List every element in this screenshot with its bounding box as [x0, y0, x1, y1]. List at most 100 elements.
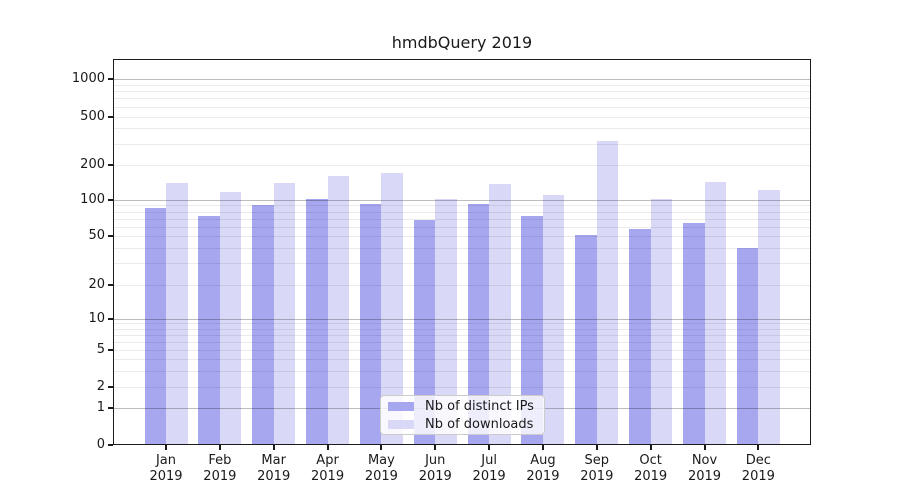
minor-gridline-5 [113, 350, 811, 351]
y-tick-label-5: 5 [96, 342, 105, 357]
x-label-month: Sep [584, 453, 610, 468]
x-tick-feb [218, 445, 221, 450]
x-label-year: 2019 [687, 469, 722, 484]
bar-downloads-mar [273, 183, 296, 445]
y-tick-label-10: 10 [88, 310, 105, 326]
bar-downloads-dec [758, 190, 780, 445]
x-tick-label-jan: Jan 2019 [139, 453, 193, 485]
bar-downloads-oct [650, 199, 673, 445]
legend-label: Nb of distinct IPs [425, 398, 534, 414]
x-tick-label-apr: Apr 2019 [301, 453, 355, 485]
bar-distinct-ips-aug [521, 216, 543, 445]
y-tick-10 [108, 317, 113, 320]
minor-gridline-30 [113, 263, 811, 265]
minor-gridline-20 [113, 285, 811, 286]
x-label-year: 2019 [580, 469, 614, 484]
x-tick-label-nov: Nov 2019 [678, 453, 732, 485]
x-label-month: Jul [481, 453, 497, 468]
minor-gridline-800 [113, 91, 811, 93]
x-tick-label-feb: Feb 2019 [193, 453, 247, 485]
x-tick-label-mar: Mar 2019 [247, 453, 301, 485]
x-label-year: 2019 [257, 469, 291, 484]
major-gridline-100 [113, 200, 811, 201]
bar-distinct-ips-jul [467, 203, 490, 445]
x-tick-jan [165, 445, 167, 450]
bar-downloads-apr [327, 176, 350, 445]
bar-distinct-ips-jan [144, 208, 166, 445]
bar-downloads-nov [704, 182, 726, 445]
x-tick-oct [649, 445, 652, 450]
bar-distinct-ips-oct [629, 229, 651, 445]
minor-gridline-300 [113, 143, 811, 145]
x-label-year: 2019 [526, 469, 560, 484]
x-tick-mar [272, 445, 275, 450]
x-label-year: 2019 [418, 469, 452, 484]
y-tick-2 [108, 386, 113, 388]
legend-item-distinct-ips: Nb of distinct IPs [387, 399, 538, 414]
x-label-month: May [367, 453, 395, 468]
x-label-year: 2019 [149, 469, 183, 484]
x-tick-aug [541, 445, 544, 450]
x-tick-label-dec: Dec 2019 [731, 453, 785, 485]
y-tick-200 [108, 164, 113, 166]
bar-downloads-jun [435, 199, 457, 445]
x-tick-label-oct: Oct 2019 [624, 453, 678, 485]
x-tick-label-may: May 2019 [354, 453, 408, 485]
x-tick-dec [757, 445, 760, 450]
x-label-year: 2019 [311, 469, 345, 484]
x-tick-may [380, 445, 383, 450]
x-tick-sep [595, 445, 598, 450]
legend: Nb of distinct IPs Nb of downloads [380, 395, 545, 435]
y-tick-20 [108, 284, 113, 286]
y-tick-label-0: 0 [96, 437, 105, 452]
bar-distinct-ips-jun [413, 220, 436, 445]
y-tick-500 [108, 115, 113, 118]
x-label-year: 2019 [364, 469, 398, 484]
x-label-month: Mar [261, 453, 286, 468]
legend-swatch-icon [388, 419, 414, 429]
x-label-month: Dec [745, 453, 771, 468]
y-tick-5 [108, 349, 113, 351]
bar-distinct-ips-nov [683, 223, 705, 445]
legend-swatch-icon [388, 401, 414, 411]
bar-distinct-ips-apr [306, 199, 328, 445]
x-label-month: Jun [425, 453, 446, 468]
minor-gridline-80 [113, 211, 811, 213]
minor-gridline-2 [113, 387, 811, 388]
y-tick-label-50: 50 [88, 228, 105, 243]
bar-downloads-jul [489, 183, 511, 445]
x-label-month: Apr [316, 453, 339, 468]
minor-gridline-500 [113, 116, 811, 118]
x-tick-label-sep: Sep 2019 [570, 453, 624, 485]
x-tick-label-jul: Jul 2019 [462, 453, 516, 485]
y-tick-0 [108, 444, 113, 446]
bar-downloads-sep [596, 140, 619, 445]
y-tick-label-500: 500 [80, 108, 105, 124]
legend-label: Nb of downloads [425, 416, 534, 432]
bar-distinct-ips-dec [736, 247, 759, 445]
y-tick-label-1: 1 [96, 400, 105, 415]
x-label-month: Oct [639, 453, 662, 468]
bar-distinct-ips-sep [575, 234, 597, 445]
minor-gridline-9 [113, 323, 811, 325]
x-tick-label-jun: Jun 2019 [408, 453, 462, 485]
minor-gridline-60 [113, 226, 811, 228]
y-tick-label-20: 20 [88, 277, 105, 292]
y-tick-1000 [108, 78, 113, 80]
x-tick-apr [326, 445, 329, 450]
x-label-year: 2019 [203, 469, 237, 484]
y-tick-label-1000: 1000 [71, 71, 105, 86]
x-tick-nov [703, 445, 706, 450]
bar-downloads-may [381, 173, 403, 445]
minor-gridline-7 [113, 334, 811, 336]
minor-gridline-50 [113, 236, 811, 237]
minor-gridline-900 [113, 84, 811, 86]
x-label-month: Jan [155, 453, 177, 468]
x-label-year: 2019 [634, 469, 668, 484]
y-tick-50 [108, 235, 113, 237]
x-label-month: Feb [208, 453, 232, 468]
y-tick-100 [108, 199, 113, 201]
y-tick-label-100: 100 [80, 192, 105, 207]
minor-gridline-4 [113, 359, 811, 360]
